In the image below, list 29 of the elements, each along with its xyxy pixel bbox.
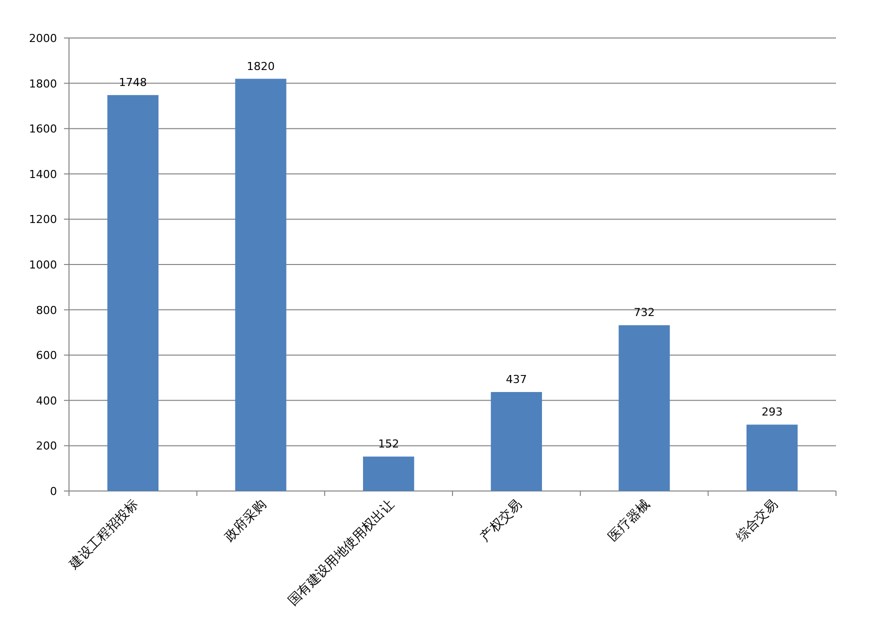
y-tick-label: 800 [36,304,57,317]
y-tick-label: 0 [50,485,57,498]
x-tick-label: 医疗器械 [604,496,652,544]
y-tick-label: 1000 [29,258,57,272]
x-tick-label: 政府采购 [221,496,269,544]
y-tick-label: 1200 [29,213,57,226]
data-label: 152 [378,438,400,451]
x-tick-label: 产权交易 [477,496,525,544]
y-tick-label: 600 [36,349,57,362]
x-tick-label: 建设工程招投标 [65,496,142,572]
y-tick-label: 1400 [29,168,57,181]
data-label: 437 [506,373,527,386]
bar [107,95,158,491]
x-tick-label: 综合交易 [732,496,780,544]
bar [618,325,670,491]
bar [363,456,414,491]
y-tick-label: 200 [36,440,57,453]
bar [235,78,286,491]
y-tick-label: 400 [36,394,57,408]
bar [490,392,542,491]
y-tick-label: 1600 [29,122,57,136]
data-label: 1820 [246,60,275,73]
data-label: 1748 [118,76,147,90]
x-tick-label: 国有建设用地使用权出让 [284,496,397,608]
bar [746,424,798,491]
data-label: 732 [634,306,655,320]
y-tick-label: 1800 [29,77,57,90]
y-tick-label: 2000 [29,32,57,45]
data-label: 293 [762,406,783,419]
